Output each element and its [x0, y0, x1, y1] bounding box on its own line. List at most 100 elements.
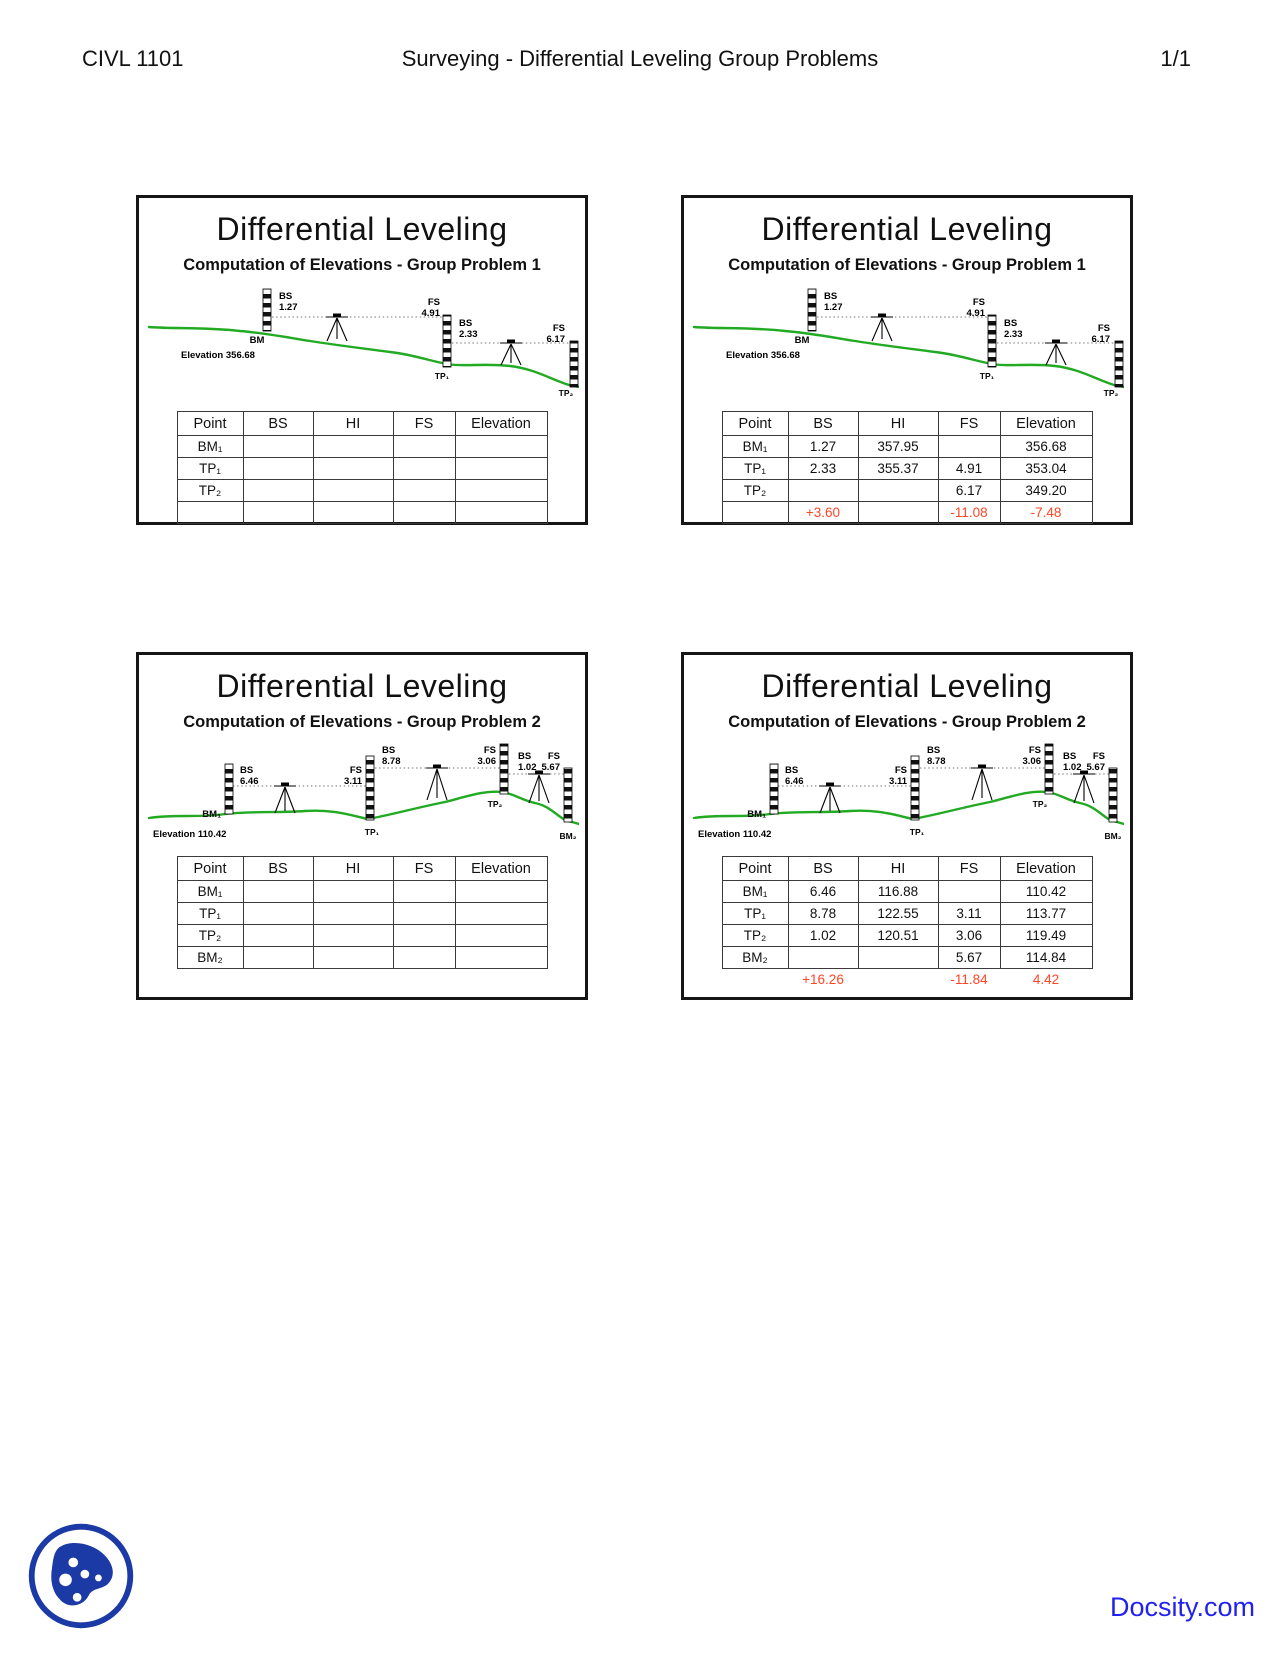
bs2-label: BS — [927, 745, 940, 756]
table-row: BM₂ — [176, 946, 548, 969]
table-cell — [312, 880, 394, 903]
table-cell: TP₂ — [721, 924, 789, 947]
table-cell: BM₁ — [721, 435, 789, 458]
bs1-label: BS — [785, 765, 798, 776]
table-cell — [312, 479, 394, 502]
fs2-value: 3.06 — [478, 756, 497, 767]
leveling-rod-icon — [365, 755, 375, 821]
slide-title: Differential Leveling — [761, 668, 1053, 704]
header-page-indicator: 1/1 — [1160, 46, 1191, 71]
leveling-rod-icon — [569, 340, 579, 388]
table-cell — [312, 501, 394, 524]
bs2-label: BS — [459, 318, 472, 329]
table-cell — [242, 880, 314, 903]
leveling-profile-diagram: BS 6.46 FS 3.11 BS 8.78 FS 3.06 BS 1.02 … — [147, 743, 579, 841]
table-cell — [454, 880, 548, 903]
table-cell — [454, 924, 548, 947]
table-cell — [392, 457, 456, 480]
column-header: BS — [787, 856, 859, 881]
slide-title: Differential Leveling — [761, 211, 1053, 247]
table-cell — [937, 880, 1001, 903]
table-cell: 349.20 — [999, 479, 1093, 502]
slide-problem2-blank: Differential Leveling Computation of Ele… — [136, 652, 588, 1000]
table-cell — [312, 946, 394, 969]
bs2-label: BS — [1004, 318, 1017, 329]
table-cell: BM₁ — [176, 880, 244, 903]
elevation-table: Point BS HI FS Elevation BM₁ TP₁ TP — [176, 411, 548, 524]
tp2-label: TP₂ — [488, 799, 503, 809]
table-row: BM₁ 1.27 357.95 356.68 — [721, 435, 1093, 458]
table-cell: 5.67 — [937, 946, 1001, 969]
level-instrument-icon — [500, 339, 522, 366]
table-cell: 355.37 — [857, 457, 939, 480]
leveling-rod-icon — [807, 288, 817, 332]
elevation-table: Point BS HI FS Elevation BM₁ 6.46 116.88… — [721, 856, 1093, 969]
slide-subtitle: Computation of Elevations - Group Proble… — [728, 256, 1086, 274]
column-header: HI — [312, 856, 394, 881]
elevation-label: Elevation 356.68 — [726, 350, 800, 361]
table-row: TP₂ 6.17 349.20 — [721, 479, 1093, 502]
table-cell: 1.27 — [787, 435, 859, 458]
tp2-label: TP₂ — [1104, 388, 1119, 398]
table-cell: TP₁ — [721, 457, 789, 480]
fs3-label: FS — [1093, 751, 1105, 762]
column-header: Elevation — [999, 411, 1093, 436]
table-cell: TP₁ — [721, 902, 789, 925]
ground-profile-line — [147, 325, 579, 389]
bs1-label: BS — [279, 291, 292, 302]
table-row: TP₁ 2.33 355.37 4.91 353.04 — [721, 457, 1093, 480]
fs-sum: -11.84 — [950, 972, 988, 987]
fs1-value: 4.91 — [422, 308, 441, 319]
table-row: TP₁ — [176, 902, 548, 925]
slide-problem1-solved: Differential Leveling Computation of Ele… — [681, 195, 1133, 525]
tp2-label: TP₂ — [559, 388, 574, 398]
table-cell: 3.06 — [937, 924, 1001, 947]
docsity-link[interactable]: Docsity.com — [1109, 1592, 1255, 1622]
fs1-label: FS — [973, 297, 985, 308]
bm-label: BM — [795, 335, 810, 346]
table-cell — [312, 902, 394, 925]
bs3-value: 1.02 — [518, 762, 537, 773]
table-cell — [242, 924, 314, 947]
table-cell — [454, 435, 548, 458]
table-cell: TP₁ — [176, 902, 244, 925]
leveling-rod-icon — [262, 288, 272, 332]
table-cell — [392, 902, 456, 925]
leveling-rod-icon — [1114, 340, 1124, 388]
ground-profile-line — [692, 325, 1124, 389]
column-header: FS — [937, 856, 1001, 881]
bs2-label: BS — [382, 745, 395, 756]
bs2-value: 2.33 — [1004, 329, 1023, 340]
fs-sum: -11.08 — [937, 501, 1001, 524]
column-header: FS — [392, 411, 456, 436]
elevation-sum: 4.42 — [1032, 972, 1060, 987]
leveling-profile-diagram: BS 6.46 FS 3.11 BS 8.78 FS 3.06 BS 1.02 … — [692, 743, 1124, 841]
table-cell: BM₂ — [721, 946, 789, 969]
docsity-logo — [28, 1523, 134, 1629]
slide-title: Differential Leveling — [216, 211, 508, 247]
level-instrument-icon — [528, 770, 550, 804]
bs1-value: 6.46 — [785, 776, 804, 787]
level-instrument-icon — [426, 764, 448, 801]
table-cell — [454, 457, 548, 480]
table-cell — [242, 457, 314, 480]
tp1-label: TP₁ — [910, 827, 925, 837]
fs1-label: FS — [428, 297, 440, 308]
bs1-label: BS — [824, 291, 837, 302]
leveling-rod-icon — [987, 314, 997, 368]
column-header: BS — [242, 856, 314, 881]
bs1-value: 1.27 — [279, 302, 298, 313]
table-cell: 110.42 — [999, 880, 1093, 903]
leveling-rod-icon — [1044, 743, 1054, 795]
bm1-label: BM₁ — [202, 809, 221, 820]
column-sums: +16.26 -11.84 4.42 — [722, 972, 1092, 987]
table-cell — [392, 435, 456, 458]
elevation-table: Point BS HI FS Elevation BM₁ 1.27 357.95… — [721, 411, 1093, 524]
leveling-rod-icon — [499, 743, 509, 795]
leveling-profile-diagram: BS 1.27 FS 4.91 BS 2.33 FS 6.17 BM Eleva… — [147, 288, 579, 398]
tp1-label: TP₁ — [435, 371, 450, 381]
leveling-rod-icon — [769, 763, 779, 815]
table-cell: TP₂ — [176, 479, 244, 502]
elevation-table: Point BS HI FS Elevation BM₁ TP₁ TP — [176, 856, 548, 969]
table-cell — [857, 501, 939, 524]
